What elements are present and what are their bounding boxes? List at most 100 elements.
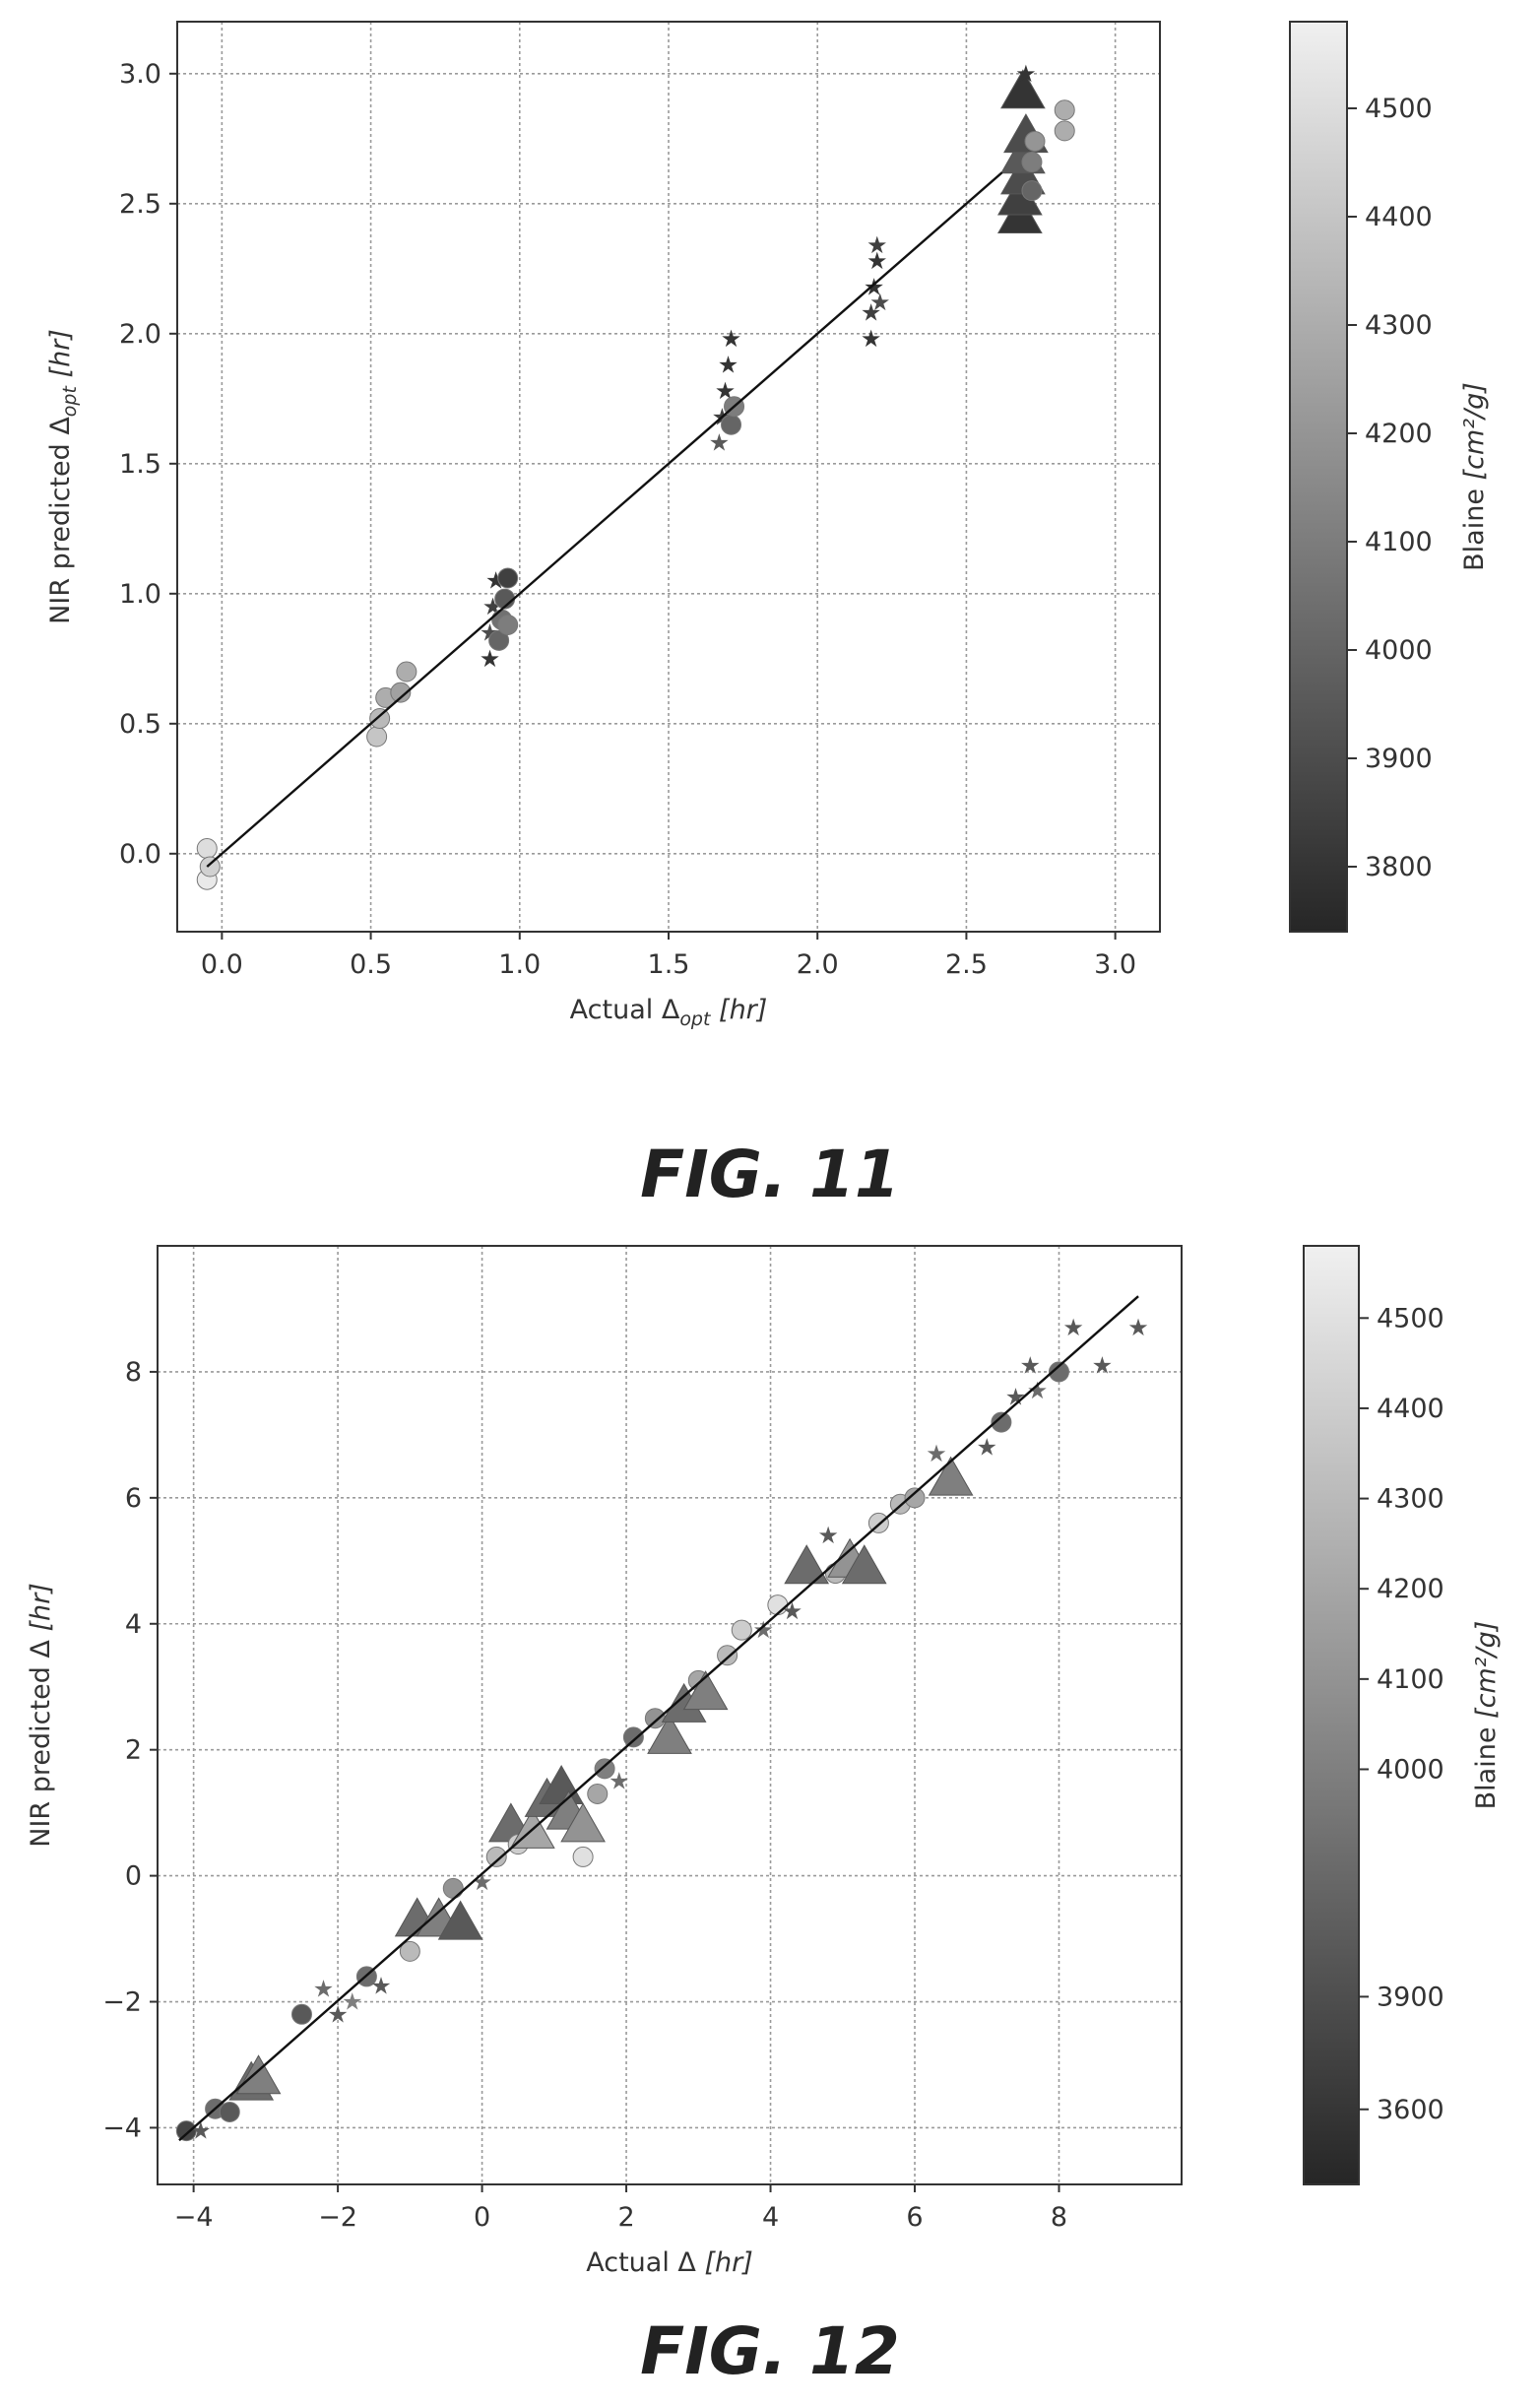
colorbar-gradient [1289,21,1348,933]
colorbar-gradient [1303,1245,1360,2185]
data-point-star: ★ [866,247,888,275]
data-point-circle [369,708,391,730]
y-tick-label: 1.5 [119,449,161,480]
data-point-triangle [560,1802,606,1843]
data-point-circle [390,682,412,703]
data-point-circle [396,661,417,683]
data-point-star: ★ [709,429,731,457]
fit-line [178,1295,1139,2142]
data-point-star: ★ [190,2117,212,2145]
data-point-star: ★ [926,1440,947,1467]
colorbar-label: Blaine [cm²/g] [1471,1621,1502,1810]
data-point-star: ★ [327,2000,349,2028]
data-point-circle [1021,152,1043,173]
y-axis-label-main: NIR predicted Δ [45,417,76,624]
x-tick-label: 6 [906,2202,923,2233]
x-tick-label: 3.0 [1094,949,1136,980]
x-tick-label: 0 [474,2202,490,2233]
data-point-circle [196,838,218,860]
colorbar-label-main: Blaine [1471,1719,1502,1809]
data-point-circle [1054,120,1075,142]
colorbar-tick-label: 4300 [1365,310,1433,341]
data-point-circle [721,414,742,435]
data-point-star: ★ [976,1434,997,1462]
data-point-star: ★ [866,231,888,259]
x-tick-label: 4 [762,2202,779,2233]
colorbar-tick-label: 4100 [1377,1664,1444,1695]
y-tick-label: 2.5 [119,189,161,220]
data-point-star: ★ [480,645,501,673]
data-point-circle [199,856,221,878]
colorbar-tick-label: 4300 [1377,1484,1444,1515]
y-tick-label: 0.0 [119,839,161,870]
data-point-triangle [841,1544,887,1585]
colorbar-tick-label: 4200 [1365,419,1433,449]
y-tick-label: 3.0 [119,59,161,90]
data-point-circle [594,1758,615,1780]
x-axis-label: Actual Δopt [hr] [570,995,768,1030]
x-axis-label-unit: [hr] [710,995,767,1025]
x-tick-label: −2 [318,2202,357,2233]
x-axis-label-unit: [hr] [696,2247,753,2278]
x-axis-label-sub: opt [679,1008,712,1030]
data-point-star: ★ [861,299,882,327]
data-point-circle [497,614,519,635]
data-point-circle [1021,180,1043,202]
colorbar-tick-label: 3900 [1365,744,1433,774]
colorbar-tick-label: 4100 [1365,527,1433,557]
data-point-circle [1048,1361,1069,1383]
x-tick-label: 2.5 [945,949,988,980]
data-point-circle [644,1708,666,1729]
fit-line [206,171,1003,868]
data-point-star: ★ [1062,1314,1084,1341]
figure-label: FIG. 11 [640,1137,900,1212]
y-tick-label: −4 [102,2113,142,2143]
colorbar-tick-label: 4200 [1377,1574,1444,1604]
data-point-star: ★ [1015,60,1037,88]
x-tick-label: 0.5 [350,949,392,980]
colorbar-tick-label: 3800 [1365,852,1433,882]
data-point-star: ★ [861,325,882,353]
y-tick-label: 2.0 [119,319,161,350]
data-point-star: ★ [609,1768,630,1795]
data-point-triangle [682,1670,729,1711]
x-axis-label: Actual Δ [hr] [586,2247,753,2278]
data-point-star: ★ [1127,1314,1149,1341]
colorbar: 3800 3900 4000 4100 4200 4300 4400 4500 Blaine [… [1289,21,1490,933]
data-point-circle [1024,130,1046,152]
x-tick-label: 1.0 [498,949,541,980]
data-point-star: ★ [342,1988,363,2016]
data-point-star: ★ [718,351,739,378]
y-tick-label: 8 [125,1357,142,1388]
data-point-circle [485,1846,507,1867]
data-point-star: ★ [1005,1384,1027,1411]
figure-label: FIG. 12 [640,2313,900,2389]
y-tick-label: −2 [102,1987,142,2018]
colorbar-label-main: Blaine [1459,480,1490,570]
colorbar-tick-label: 3600 [1377,2095,1444,2125]
y-axis-label-sub: opt [59,385,81,418]
colorbar-label-unit: [cm²/g] [1471,1621,1502,1719]
x-tick-label: −4 [174,2202,214,2233]
colorbar-tick-label: 4400 [1365,202,1433,232]
data-point-star: ★ [752,1616,774,1644]
x-tick-label: 0.0 [201,949,243,980]
data-point-triangle [928,1456,974,1496]
data-point-star: ★ [869,289,891,316]
x-axis-label-main: Actual Δ [570,995,680,1025]
data-point-circle [731,1619,752,1641]
data-point-circle [175,2120,197,2142]
data-point-triangle [647,1714,692,1754]
y-tick-label: 0.5 [119,709,161,740]
data-point-circle [366,726,388,748]
data-point-circle [572,1846,594,1867]
data-point-star: ★ [472,1868,493,1896]
data-point-star: ★ [1019,1352,1041,1380]
data-point-star: ★ [817,1522,839,1549]
y-tick-label: 4 [125,1609,142,1640]
colorbar: 3600 3900 4000 4100 4200 4300 4400 4500 Blaine [… [1303,1245,1502,2185]
data-point-circle [219,2101,240,2122]
data-point-circle [290,2003,312,2025]
x-tick-label: 2 [617,2202,634,2233]
